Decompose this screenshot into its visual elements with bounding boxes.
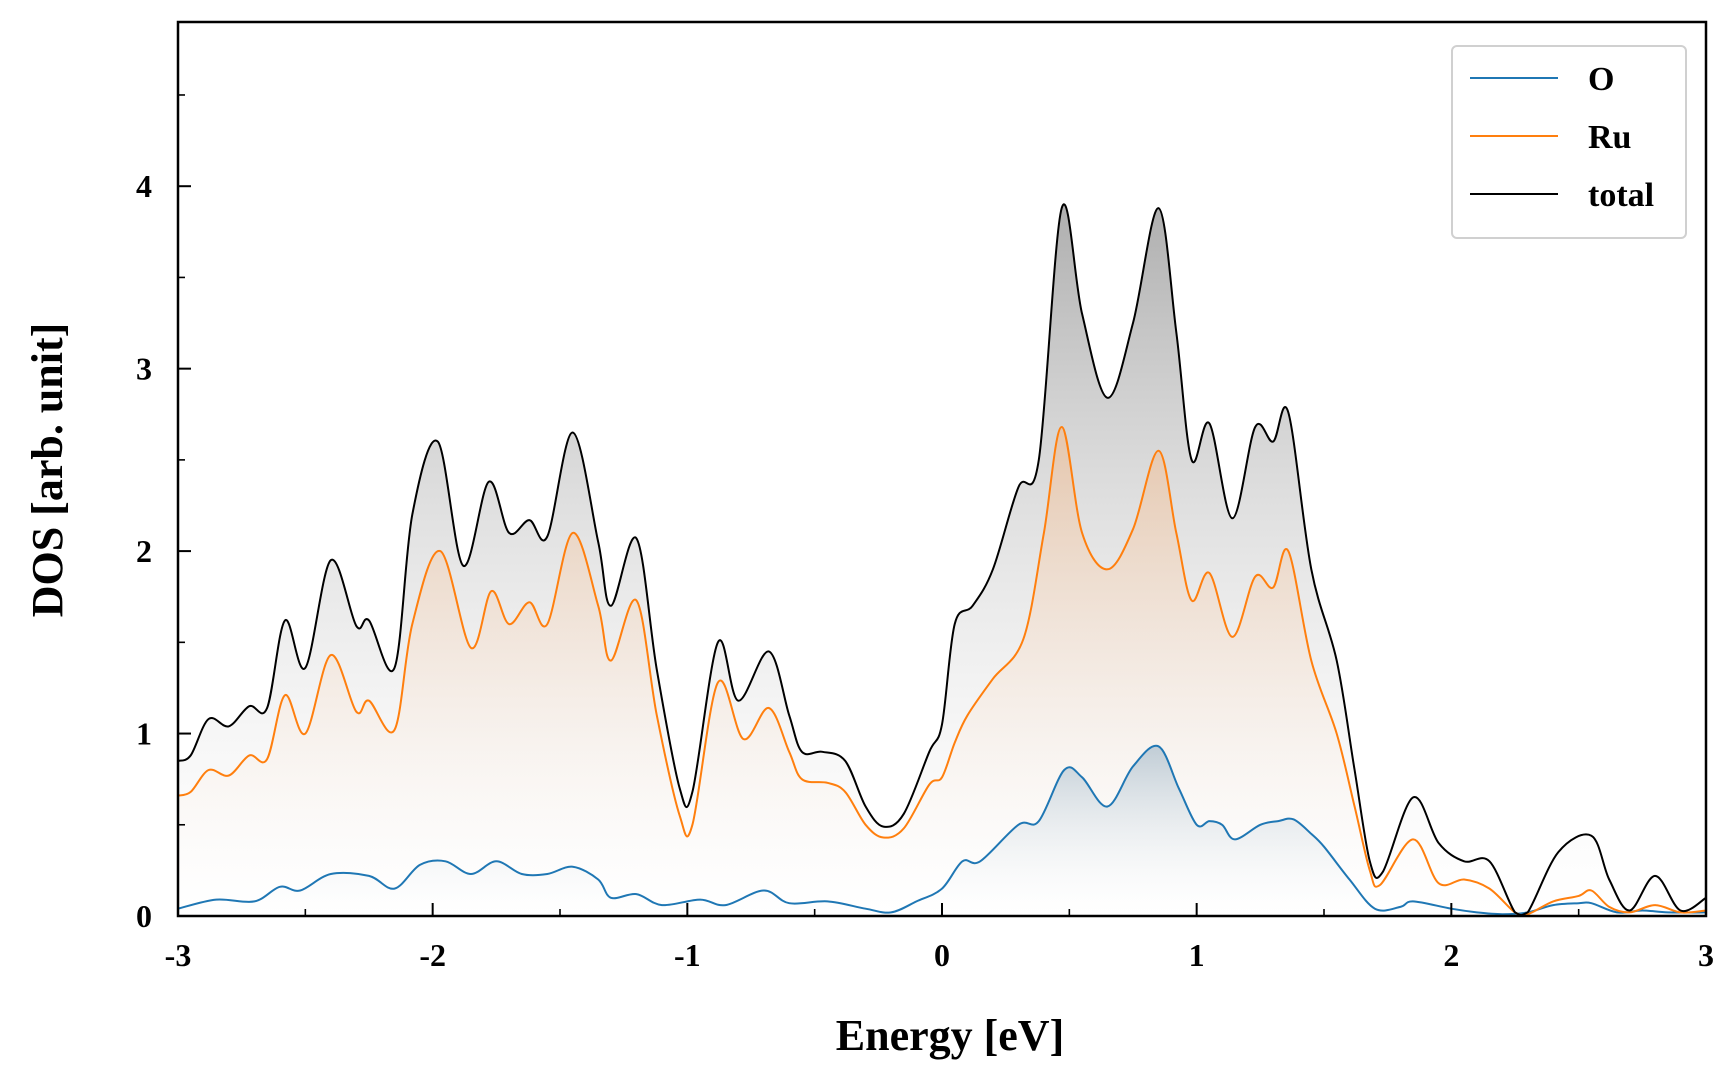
legend-box [1451, 45, 1687, 239]
legend-label-ru: Ru [1588, 119, 1631, 156]
series-line-o [177, 744, 1707, 916]
y-tick-label: 3 [136, 351, 152, 387]
series-fill-ru [178, 427, 1706, 916]
x-tick-label: 2 [1443, 937, 1459, 973]
x-axis-title: Energy [eV] [836, 1011, 1065, 1060]
series-line-ru [177, 425, 1707, 917]
x-tick-label: 0 [934, 937, 950, 973]
series-fill-o [178, 745, 1706, 916]
x-tick-label: -1 [674, 937, 701, 973]
x-tick-label: -3 [165, 937, 192, 973]
axis-ticks: -3 -2 -1 0 1 2 3 0 1 2 3 4 [136, 94, 1714, 973]
y-axis-title: DOS [arb. unit] [23, 323, 72, 618]
legend-label-total: total [1588, 177, 1654, 214]
legend-label-o: O [1588, 61, 1614, 98]
y-tick-label: 4 [136, 168, 152, 204]
y-tick-label: 2 [136, 533, 152, 569]
y-tick-label: 1 [136, 716, 152, 752]
series-lines [177, 203, 1707, 917]
x-tick-label: 3 [1698, 937, 1714, 973]
legend: O Ru total [1451, 45, 1687, 239]
series-fills [178, 204, 1706, 916]
x-tick-label: -2 [419, 937, 446, 973]
y-tick-label: 0 [136, 898, 152, 934]
series-line-total [177, 203, 1707, 917]
x-tick-label: 1 [1189, 937, 1205, 973]
